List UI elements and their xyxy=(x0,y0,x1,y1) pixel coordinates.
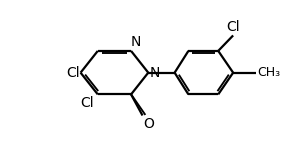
Text: Cl: Cl xyxy=(66,66,79,80)
Text: CH₃: CH₃ xyxy=(257,66,280,79)
Text: N: N xyxy=(149,66,160,80)
Text: Cl: Cl xyxy=(81,96,94,110)
Text: N: N xyxy=(131,35,141,49)
Text: Cl: Cl xyxy=(226,20,240,34)
Text: O: O xyxy=(144,117,155,131)
